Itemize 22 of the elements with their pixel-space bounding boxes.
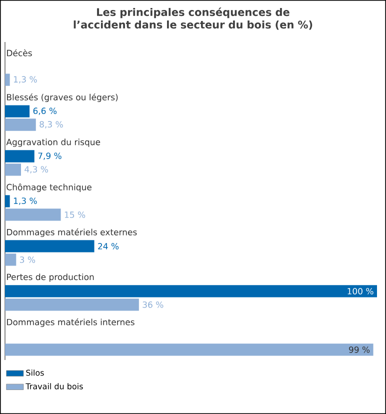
y-tick-label: Dommages matériels externes	[7, 228, 137, 237]
y-tick-label: Chômage technique	[6, 183, 92, 192]
y-tick-label: Dommages matériels internes	[7, 318, 134, 327]
chart-title: Les principales conséquences de l’accident dans le secteur du bois (en %)	[74, 8, 312, 30]
y-tick-label: Pertes de production	[7, 274, 94, 282]
data-label: 1,3 %	[14, 76, 37, 84]
data-label: 6,6 %	[33, 108, 57, 115]
data-label: 36 %	[142, 301, 164, 308]
data-label: 100 %	[348, 288, 374, 294]
legend-label: Silos	[26, 370, 44, 376]
data-label: 8,3 %	[40, 121, 63, 128]
data-label: 4,3 %	[24, 166, 48, 174]
data-label: 15 %	[64, 212, 86, 218]
y-tick-label: Aggravation du risque	[6, 138, 100, 147]
data-label: 99 %	[349, 346, 370, 353]
data-label: 7,9 %	[38, 152, 62, 160]
legend-label: Travail du bois	[26, 383, 83, 390]
data-label: 1,3 %	[14, 198, 37, 205]
y-tick-label: Blessés (graves ou légers)	[7, 93, 118, 102]
data-label: 24 %	[98, 242, 119, 250]
data-label: 3 %	[20, 256, 36, 263]
y-tick-label: Décès	[7, 49, 32, 56]
